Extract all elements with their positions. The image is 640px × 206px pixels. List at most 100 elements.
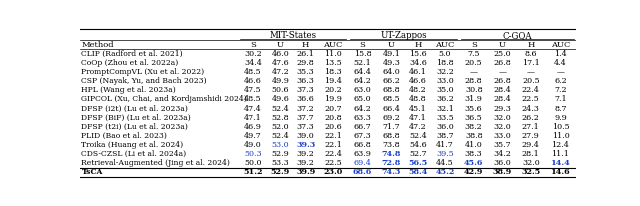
Text: 26.8: 26.8: [493, 59, 511, 67]
Text: 68.8: 68.8: [383, 132, 400, 140]
Text: 69.2: 69.2: [382, 114, 400, 122]
Text: 46.1: 46.1: [409, 68, 427, 76]
Text: 24.3: 24.3: [522, 105, 540, 113]
Text: UT-Zappos: UT-Zappos: [380, 31, 427, 40]
Text: 69.4: 69.4: [353, 159, 371, 167]
Text: 29.3: 29.3: [493, 105, 511, 113]
Text: HPL (Wang et al. 2023a): HPL (Wang et al. 2023a): [81, 86, 176, 94]
Text: 35.3: 35.3: [297, 68, 315, 76]
Text: 15.8: 15.8: [354, 50, 371, 58]
Text: 38.3: 38.3: [465, 150, 483, 158]
Text: U: U: [499, 41, 506, 49]
Text: 66.4: 66.4: [382, 105, 400, 113]
Text: 35.0: 35.0: [436, 86, 454, 94]
Text: 22.4: 22.4: [324, 150, 342, 158]
Text: 52.9: 52.9: [271, 150, 289, 158]
Text: 36.0: 36.0: [493, 159, 511, 167]
Text: 45.6: 45.6: [464, 159, 483, 167]
Text: 28.4: 28.4: [493, 95, 511, 103]
Text: 12.4: 12.4: [552, 141, 570, 149]
Text: 64.4: 64.4: [353, 68, 371, 76]
Text: GIPCOL (Xu, Chai, and Kordjamshidi 2024): GIPCOL (Xu, Chai, and Kordjamshidi 2024): [81, 95, 247, 103]
Text: S: S: [471, 41, 477, 49]
Text: DFSP (i2t) (Lu et al. 2023a): DFSP (i2t) (Lu et al. 2023a): [81, 105, 188, 113]
Text: 33.0: 33.0: [436, 77, 454, 85]
Text: 47.1: 47.1: [244, 114, 262, 122]
Text: 11.1: 11.1: [552, 150, 570, 158]
Text: 42.9: 42.9: [464, 169, 483, 176]
Text: 4.4: 4.4: [554, 59, 567, 67]
Text: 36.2: 36.2: [436, 95, 454, 103]
Text: 45.1: 45.1: [409, 105, 427, 113]
Text: 53.0: 53.0: [271, 141, 289, 149]
Text: 47.2: 47.2: [409, 123, 427, 131]
Text: 37.3: 37.3: [297, 86, 315, 94]
Text: 7.1: 7.1: [554, 95, 567, 103]
Text: 27.9: 27.9: [522, 132, 540, 140]
Text: 45.2: 45.2: [435, 169, 454, 176]
Text: 27.1: 27.1: [522, 123, 540, 131]
Text: 11.0: 11.0: [552, 132, 570, 140]
Text: 20.2: 20.2: [324, 86, 342, 94]
Text: 48.2: 48.2: [409, 86, 427, 94]
Text: —: —: [527, 68, 535, 76]
Text: 26.1: 26.1: [297, 50, 315, 58]
Text: 35.7: 35.7: [493, 141, 511, 149]
Text: 28.4: 28.4: [493, 86, 511, 94]
Text: 52.9: 52.9: [271, 169, 290, 176]
Text: 41.0: 41.0: [465, 141, 483, 149]
Text: 22.1: 22.1: [324, 132, 342, 140]
Text: 52.8: 52.8: [271, 114, 289, 122]
Text: 36.5: 36.5: [465, 114, 483, 122]
Text: 32.0: 32.0: [522, 159, 540, 167]
Text: 20.5: 20.5: [522, 77, 540, 85]
Text: 46.6: 46.6: [244, 77, 262, 85]
Text: 37.2: 37.2: [297, 105, 315, 113]
Text: H: H: [415, 41, 422, 49]
Text: 35.6: 35.6: [465, 105, 483, 113]
Text: 44.5: 44.5: [436, 159, 454, 167]
Text: 47.2: 47.2: [271, 68, 289, 76]
Text: 10.5: 10.5: [552, 123, 569, 131]
Text: 14.6: 14.6: [550, 169, 570, 176]
Text: DFSP (BiF) (Lu et al. 2023a): DFSP (BiF) (Lu et al. 2023a): [81, 114, 191, 122]
Text: PLID (Bao et al. 2023): PLID (Bao et al. 2023): [81, 132, 168, 140]
Text: 48.5: 48.5: [244, 68, 262, 76]
Text: 39.3: 39.3: [296, 141, 316, 149]
Text: 74.8: 74.8: [381, 150, 401, 158]
Text: 52.4: 52.4: [271, 105, 289, 113]
Text: —: —: [499, 68, 507, 76]
Text: 66.7: 66.7: [353, 123, 371, 131]
Text: AUC: AUC: [435, 41, 454, 49]
Text: 49.9: 49.9: [271, 77, 289, 85]
Text: TsCA: TsCA: [81, 169, 103, 176]
Text: 58.4: 58.4: [408, 169, 428, 176]
Text: 22.5: 22.5: [522, 95, 540, 103]
Text: 50.3: 50.3: [244, 150, 262, 158]
Text: 7.2: 7.2: [554, 86, 567, 94]
Text: 34.4: 34.4: [244, 59, 262, 67]
Text: DFSP (t2i) (Lu et al. 2023a): DFSP (t2i) (Lu et al. 2023a): [81, 123, 188, 131]
Text: 36.0: 36.0: [436, 123, 454, 131]
Text: H: H: [527, 41, 534, 49]
Text: 7.5: 7.5: [467, 50, 480, 58]
Text: H: H: [302, 41, 309, 49]
Text: 36.6: 36.6: [297, 95, 315, 103]
Text: 68.5: 68.5: [383, 95, 400, 103]
Text: 47.4: 47.4: [244, 105, 262, 113]
Text: 73.8: 73.8: [383, 141, 400, 149]
Text: 37.3: 37.3: [297, 123, 315, 131]
Text: 54.6: 54.6: [409, 141, 427, 149]
Text: Retrieval-Augmented (Jing et al. 2024): Retrieval-Augmented (Jing et al. 2024): [81, 159, 230, 167]
Text: 5.0: 5.0: [438, 50, 451, 58]
Text: 20.7: 20.7: [324, 105, 342, 113]
Text: 9.9: 9.9: [554, 114, 567, 122]
Text: 13.5: 13.5: [324, 59, 342, 67]
Text: 8.7: 8.7: [554, 105, 566, 113]
Text: 49.3: 49.3: [382, 59, 400, 67]
Text: 56.5: 56.5: [408, 159, 428, 167]
Text: 20.5: 20.5: [465, 59, 483, 67]
Text: 48.8: 48.8: [410, 95, 427, 103]
Text: 38.7: 38.7: [436, 132, 454, 140]
Text: 18.8: 18.8: [436, 59, 454, 67]
